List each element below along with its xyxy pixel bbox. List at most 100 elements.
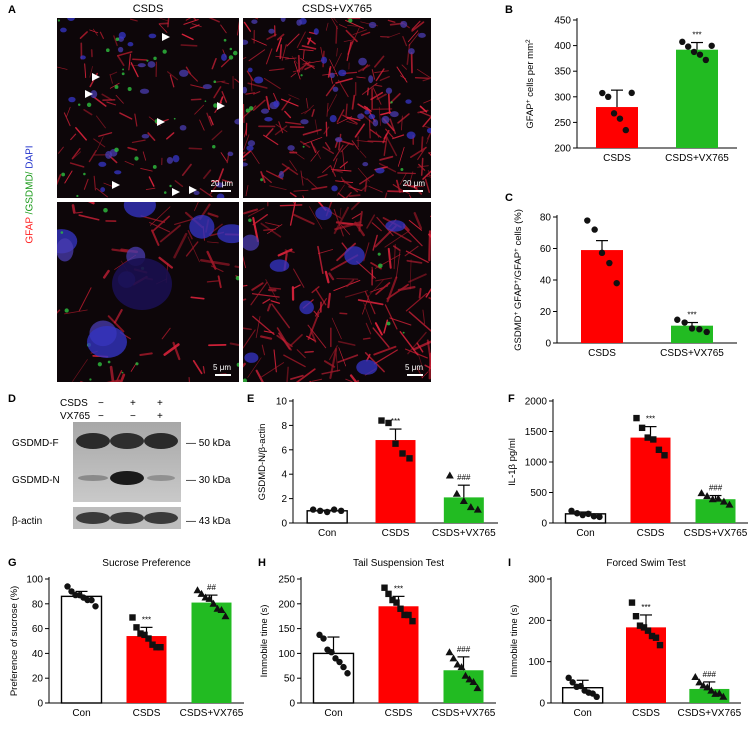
gfap-fiber	[361, 185, 368, 191]
stain-legend: GFAP /GSDMD/ DAPI	[24, 145, 36, 244]
gfap-fiber	[207, 212, 219, 218]
gfap-fiber	[183, 19, 199, 25]
gfap-fiber	[404, 245, 419, 257]
bar	[626, 627, 666, 703]
data-point	[461, 671, 470, 679]
gfap-fiber	[406, 259, 423, 264]
data-point	[715, 689, 724, 697]
gfap-fiber	[284, 110, 292, 119]
dapi-nucleus	[375, 167, 385, 174]
gfap-fiber	[369, 279, 384, 295]
y-tick-label: 0	[37, 699, 43, 710]
y-tick-label: 60	[540, 244, 552, 255]
gfap-fiber	[260, 171, 266, 184]
blot-row-csds: CSDS	[60, 398, 88, 409]
gfap-fiber	[158, 18, 169, 22]
gfap-fiber	[159, 224, 181, 243]
data-point	[695, 678, 704, 686]
gfap-fiber	[276, 327, 292, 351]
dapi-nucleus	[356, 359, 378, 375]
gsdmd-puncta	[122, 68, 125, 71]
y-tick-label: 200	[278, 599, 295, 610]
scale-bar-label: 20 μm	[210, 179, 233, 188]
dapi-nucleus	[118, 31, 126, 39]
gfap-fiber	[147, 132, 156, 141]
x-tick-label: CSDS+VX765	[432, 708, 496, 719]
gsdmd-puncta	[162, 49, 167, 54]
y-tick-label: 0	[545, 339, 551, 350]
gfap-fiber	[368, 119, 371, 139]
gfap-fiber	[296, 349, 306, 359]
gfap-fiber	[145, 187, 156, 190]
gsdmd-puncta	[121, 371, 124, 374]
gfap-fiber	[269, 68, 285, 71]
gfap-fiber	[71, 147, 81, 160]
y-tick-label: 500	[530, 488, 547, 499]
gsdmd-puncta	[228, 55, 234, 60]
gfap-fiber	[410, 146, 427, 158]
gfap-fiber	[300, 109, 311, 115]
gfap-fiber	[193, 18, 197, 21]
bar	[581, 250, 623, 343]
gfap-fiber	[221, 91, 228, 103]
data-point	[714, 494, 723, 502]
gfap-fiber	[245, 185, 249, 197]
data-point	[153, 644, 160, 651]
dapi-nucleus	[246, 145, 254, 151]
gfap-fiber	[364, 290, 376, 315]
gfap-fiber	[93, 175, 96, 191]
gsdmd-puncta	[86, 102, 92, 107]
gfap-fiber	[202, 366, 206, 374]
gfap-fiber	[173, 232, 188, 259]
data-point	[622, 126, 630, 134]
dapi-nucleus	[368, 21, 377, 29]
gfap-fiber	[119, 373, 126, 382]
y-tick-label: 0	[289, 699, 295, 710]
gfap-fiber	[372, 327, 390, 348]
gfap-fiber	[371, 222, 382, 232]
gfap-fiber	[106, 101, 117, 106]
data-point	[221, 612, 230, 620]
gfap-fiber	[246, 70, 254, 82]
x-tick-label: Con	[576, 528, 594, 539]
data-point	[469, 677, 478, 685]
dapi-nucleus	[221, 53, 227, 62]
data-point	[644, 434, 651, 441]
data-point	[409, 617, 416, 625]
gfap-fiber	[420, 136, 424, 153]
gfap-fiber	[387, 247, 392, 269]
gfap-fiber	[302, 195, 305, 198]
data-point	[385, 590, 392, 598]
dapi-nucleus	[296, 19, 302, 26]
data-point	[92, 603, 99, 610]
gfap-fiber	[276, 33, 285, 41]
gfap-fiber	[243, 298, 247, 301]
y-tick-label: 250	[278, 575, 295, 586]
gfap-fiber	[332, 169, 343, 173]
gfap-fiber	[380, 111, 392, 116]
gfap-fiber	[140, 167, 153, 172]
dapi-nucleus	[344, 246, 365, 265]
gfap-fiber	[339, 24, 347, 29]
dapi-nucleus	[331, 185, 338, 192]
x-tick-label: CSDS	[382, 528, 410, 539]
gfap-fiber	[375, 282, 391, 295]
data-point	[389, 596, 396, 604]
x-tick-label: CSDS	[632, 708, 660, 719]
data-point	[697, 489, 706, 497]
data-point	[590, 513, 598, 520]
gfap-fiber	[188, 376, 190, 382]
gfap-fiber	[367, 140, 386, 143]
gfap-fiber	[75, 127, 87, 141]
dapi-nucleus	[215, 182, 224, 188]
y-axis-label: GSDMD-N/β-actin	[257, 424, 268, 501]
dapi-nucleus	[321, 56, 328, 64]
micrograph-csds-high: 5 μm	[57, 202, 239, 382]
data-point	[656, 641, 664, 649]
data-point	[323, 508, 331, 516]
gfap-fiber	[265, 279, 278, 301]
x-tick-label: Con	[318, 528, 336, 539]
panel-letter-h: H	[258, 557, 266, 569]
gfap-fiber	[383, 136, 388, 157]
gfap-fiber	[361, 31, 371, 36]
